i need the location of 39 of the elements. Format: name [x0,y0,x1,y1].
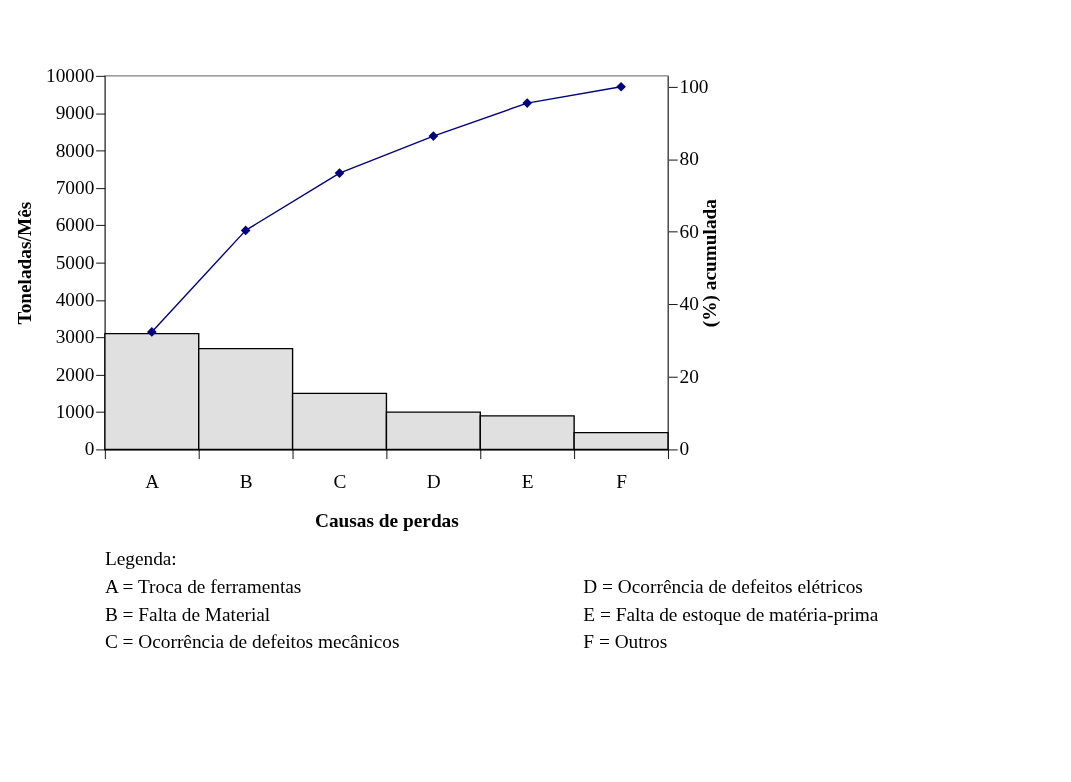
y-tick-label: 7000 [55,176,95,198]
point [334,168,345,178]
text: F = Outros [583,631,668,653]
y2-tick-label: 60 [679,220,699,242]
point [428,131,439,141]
text: E = Falta de estoque de matéria-prima [583,603,879,625]
y-tick-label: 6000 [55,214,95,236]
y-axis-title: Toneladas/Mês [14,201,36,325]
y-tick-label: 10000 [46,64,95,86]
y-tick-label: 8000 [55,139,95,161]
y2-tick-label: 20 [679,365,699,387]
x-axis-title: Causas de perdas [315,510,460,532]
y-tick-label: 1000 [55,401,95,423]
y-tick-label: 0 [84,438,95,460]
x-tick-label: A [145,470,160,492]
text: C = Ocorrência de defeitos mecânicos [104,631,400,653]
y2-tick-label: 100 [679,75,709,97]
point [522,98,533,108]
x-tick-label: F [616,470,628,492]
text: A = Troca de ferramentas [104,575,302,597]
y2-tick-label: 80 [679,148,699,170]
text: Legenda: [104,548,177,570]
point [146,327,157,337]
y2-tick-label: 40 [679,293,699,315]
x-tick-label: E [521,470,534,492]
x-tick-label: B [239,470,253,492]
text: D = Ocorrência de defeitos elétricos [583,575,863,597]
y-tick-label: 2000 [55,363,95,385]
y-tick-label: 3000 [55,326,95,348]
point [240,225,251,236]
y2-tick-label: 0 [679,438,690,460]
x-tick-label: C [333,470,347,492]
y-tick-label: 5000 [55,251,95,273]
y-tick-label: 4000 [55,289,95,311]
point [616,81,626,92]
x-tick-label: D [426,470,441,492]
y2-axis-title: (%) acumulada [698,198,721,328]
y-tick-label: 9000 [55,102,95,124]
text: B = Falta de Material [104,603,271,625]
